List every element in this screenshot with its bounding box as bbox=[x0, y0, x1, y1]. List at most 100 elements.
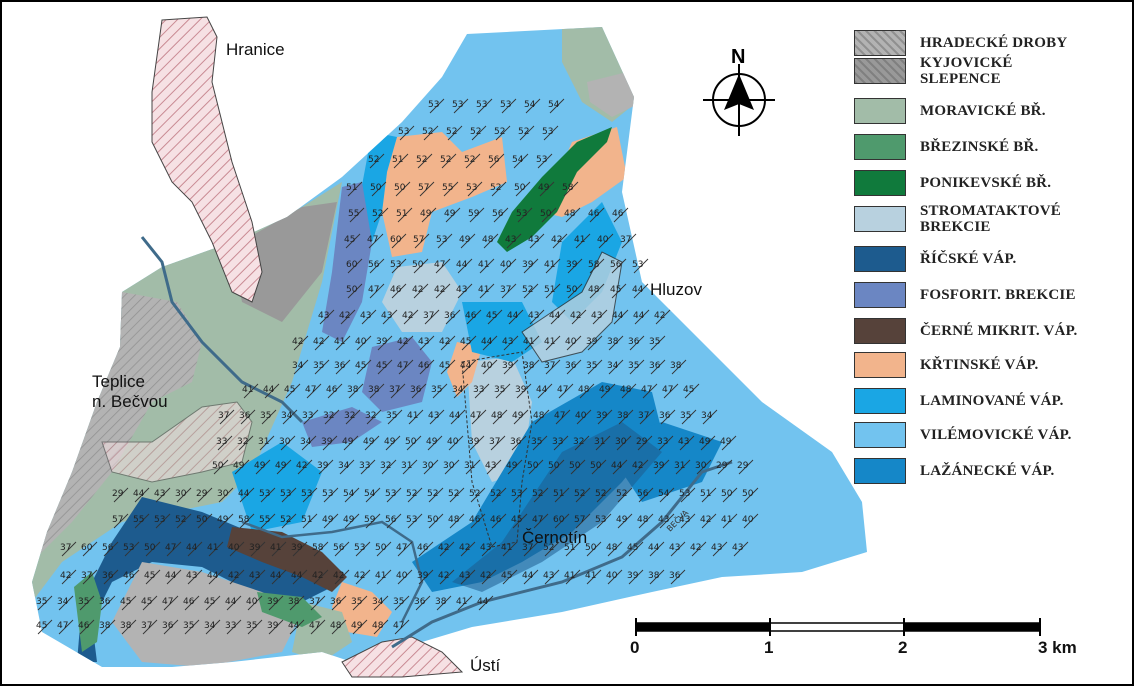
dip-value: 39 bbox=[321, 437, 333, 447]
dip-value: 57 bbox=[112, 515, 123, 525]
dip-value: 40 bbox=[481, 361, 493, 371]
strike-tick bbox=[507, 459, 523, 475]
strike-tick bbox=[654, 459, 670, 475]
strike-tick bbox=[335, 335, 351, 351]
dip-value: 34 bbox=[204, 621, 216, 631]
strike-tick bbox=[478, 595, 494, 611]
dip-value: 50 bbox=[212, 461, 224, 471]
dip-value: 31 bbox=[464, 461, 475, 471]
dip-value: 44 bbox=[549, 311, 561, 321]
strike-tick bbox=[301, 435, 317, 451]
dip-value: 56 bbox=[637, 489, 649, 499]
strike-tick bbox=[650, 335, 666, 351]
dip-value: 42 bbox=[434, 285, 445, 295]
dip-value: 35 bbox=[246, 621, 257, 631]
dip-value: 42 bbox=[439, 337, 450, 347]
dip-value: 36 bbox=[565, 361, 577, 371]
legend-item: FOSFORIT. BREKCIE bbox=[854, 280, 1076, 310]
strike-tick bbox=[607, 541, 623, 557]
dip-value: 42 bbox=[292, 337, 303, 347]
dip-value: 33 bbox=[359, 461, 370, 471]
strike-tick bbox=[482, 335, 498, 351]
strike-tick bbox=[356, 359, 372, 375]
dip-value: 32 bbox=[365, 411, 376, 421]
dip-value: 42 bbox=[480, 571, 491, 581]
strike-tick bbox=[352, 619, 368, 635]
dip-value: 51 bbox=[544, 285, 555, 295]
dip-value: 43 bbox=[669, 543, 680, 553]
dip-value: 41 bbox=[375, 571, 386, 581]
strike-tick bbox=[608, 359, 624, 375]
dip-value: 53 bbox=[436, 235, 447, 245]
dip-value: 44 bbox=[263, 385, 275, 395]
strike-tick bbox=[629, 335, 645, 351]
dip-value: 34 bbox=[292, 361, 304, 371]
strike-tick bbox=[247, 619, 263, 635]
strike-tick bbox=[331, 595, 347, 611]
dip-value: 60 bbox=[81, 543, 93, 553]
strike-tick bbox=[481, 569, 497, 585]
dip-value: 37 bbox=[309, 597, 320, 607]
legend-label: KYJOVICKÉ SLEPENCE bbox=[920, 55, 1013, 87]
dip-value: 35 bbox=[649, 337, 660, 347]
strike-tick bbox=[261, 409, 277, 425]
strike-tick bbox=[280, 435, 296, 451]
dip-value: 30 bbox=[279, 437, 291, 447]
dip-value: 43 bbox=[711, 543, 722, 553]
strike-tick bbox=[441, 153, 457, 169]
strike-tick bbox=[435, 258, 451, 274]
strike-tick bbox=[163, 619, 179, 635]
strike-tick bbox=[466, 309, 482, 325]
strike-tick bbox=[387, 409, 403, 425]
dip-value: 36 bbox=[99, 597, 111, 607]
dip-value: 53 bbox=[280, 489, 291, 499]
dip-value: 36 bbox=[162, 621, 174, 631]
dip-value: 54 bbox=[364, 489, 376, 499]
strike-tick bbox=[276, 459, 292, 475]
region-brezinske-s bbox=[257, 592, 322, 627]
dip-value: 39 bbox=[596, 411, 608, 421]
strike-tick bbox=[439, 541, 455, 557]
strike-tick bbox=[428, 487, 444, 503]
region-fosforit-central bbox=[362, 337, 432, 412]
place-teplice-line1: Teplice bbox=[92, 372, 145, 391]
dip-value: 43 bbox=[591, 311, 602, 321]
strike-tick bbox=[743, 487, 759, 503]
dip-value: 49 bbox=[699, 437, 711, 447]
strike-tick bbox=[696, 459, 712, 475]
strike-tick bbox=[482, 359, 498, 375]
strike-tick bbox=[398, 359, 414, 375]
dip-value: 47 bbox=[393, 621, 404, 631]
region-laminovane-east bbox=[552, 202, 622, 322]
strike-tick bbox=[587, 359, 603, 375]
dip-value: 52 bbox=[280, 515, 291, 525]
strike-tick bbox=[176, 487, 192, 503]
strike-tick bbox=[589, 283, 605, 299]
dip-value: 35 bbox=[680, 411, 691, 421]
dip-value: 39 bbox=[586, 337, 598, 347]
legend-label: LAŽÁNECKÉ VÁP. bbox=[920, 463, 1055, 479]
dip-value: 52 bbox=[175, 515, 186, 525]
strike-tick bbox=[260, 513, 276, 529]
strike-tick bbox=[79, 595, 95, 611]
dip-value: 41 bbox=[407, 411, 418, 421]
strike-tick bbox=[421, 207, 437, 223]
strike-tick bbox=[82, 541, 98, 557]
strike-tick bbox=[671, 359, 687, 375]
strike-tick bbox=[103, 569, 119, 585]
legend-item: LAMINOVANÉ VÁP. bbox=[854, 386, 1064, 416]
dip-value: 50 bbox=[405, 437, 417, 447]
dip-value: 39 bbox=[522, 260, 534, 270]
dip-value: 40 bbox=[597, 235, 609, 245]
strike-tick bbox=[289, 619, 305, 635]
dip-value: 35 bbox=[260, 411, 271, 421]
scale-label-2: 2 bbox=[898, 638, 908, 657]
dip-value: 42 bbox=[397, 337, 408, 347]
strike-tick bbox=[591, 459, 607, 475]
dip-value: 47 bbox=[470, 411, 481, 421]
dip-value: 45 bbox=[284, 385, 295, 395]
dip-value: 49 bbox=[384, 437, 396, 447]
strike-tick bbox=[424, 309, 440, 325]
strike-tick bbox=[563, 181, 579, 197]
